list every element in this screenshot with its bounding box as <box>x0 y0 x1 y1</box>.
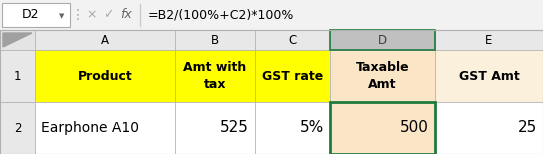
Text: Amt with
tax: Amt with tax <box>184 61 247 91</box>
Bar <box>330 50 435 102</box>
Text: 5%: 5% <box>300 120 324 136</box>
Text: =B2/(100%+C2)*100%: =B2/(100%+C2)*100% <box>148 8 294 22</box>
Text: GST Amt: GST Amt <box>459 69 519 83</box>
Text: 2: 2 <box>14 122 21 134</box>
Text: 525: 525 <box>220 120 249 136</box>
Text: 25: 25 <box>517 120 537 136</box>
Bar <box>330 30 435 50</box>
Text: 1: 1 <box>14 69 21 83</box>
Bar <box>175 50 255 102</box>
Bar <box>0 30 543 154</box>
Text: GST rate: GST rate <box>262 69 323 83</box>
Bar <box>330 30 435 50</box>
Text: 500: 500 <box>400 120 429 136</box>
Text: D2: D2 <box>22 8 39 22</box>
Bar <box>0 30 35 50</box>
Bar <box>0 0 543 30</box>
Bar <box>435 50 543 102</box>
Bar <box>175 30 255 50</box>
Bar <box>0 50 35 102</box>
Bar <box>255 102 330 154</box>
Text: Product: Product <box>78 69 132 83</box>
Bar <box>2 3 70 27</box>
Bar <box>175 102 255 154</box>
Bar <box>0 102 35 154</box>
Bar <box>0 30 543 154</box>
Polygon shape <box>3 33 32 47</box>
Text: C: C <box>288 34 296 47</box>
Text: E: E <box>485 34 493 47</box>
Bar <box>35 102 175 154</box>
Bar <box>35 30 175 50</box>
Bar <box>35 50 175 102</box>
Bar <box>435 30 543 50</box>
Text: ⋮: ⋮ <box>71 8 85 22</box>
Text: fx: fx <box>120 8 132 22</box>
Text: ✓: ✓ <box>103 8 113 22</box>
Text: A: A <box>101 34 109 47</box>
Text: Taxable
Amt: Taxable Amt <box>356 61 409 91</box>
Bar <box>330 102 435 154</box>
Text: ▼: ▼ <box>59 13 65 19</box>
Bar <box>255 30 330 50</box>
Text: D: D <box>378 34 387 47</box>
Bar <box>255 50 330 102</box>
Text: Earphone A10: Earphone A10 <box>41 121 139 135</box>
Text: B: B <box>211 34 219 47</box>
Bar <box>435 102 543 154</box>
Text: ×: × <box>87 8 97 22</box>
Bar <box>330 102 435 154</box>
